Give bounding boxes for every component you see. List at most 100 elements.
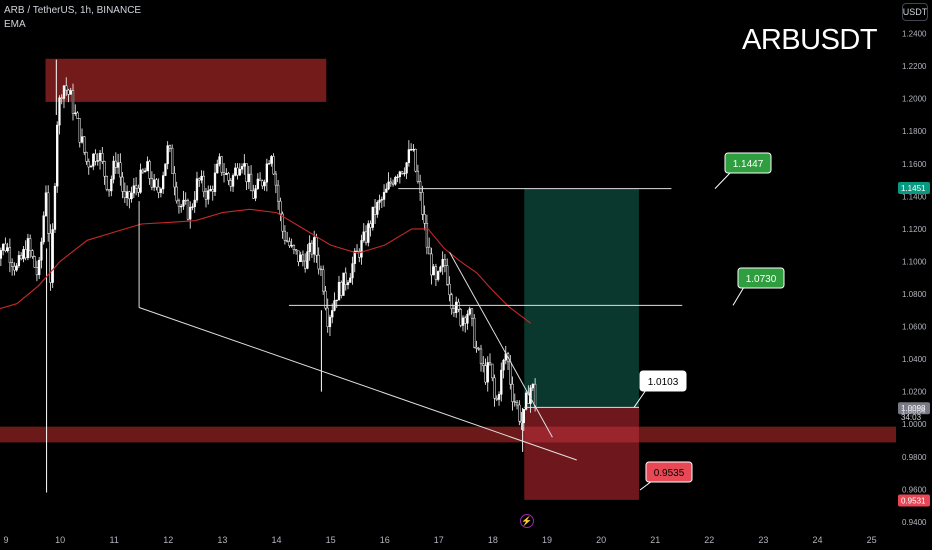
candle-body[interactable] [225, 173, 228, 175]
price-tag[interactable] [898, 402, 930, 415]
candle-body[interactable] [231, 175, 235, 187]
loss-zone[interactable] [524, 407, 639, 500]
candle-body[interactable] [220, 156, 223, 173]
candle-body[interactable] [74, 112, 77, 114]
candle-body[interactable] [42, 215, 45, 243]
candle-body[interactable] [416, 170, 420, 182]
candle-body[interactable] [180, 205, 183, 208]
candle-body[interactable] [279, 200, 282, 215]
candle-body[interactable] [531, 383, 534, 389]
candle-body[interactable] [204, 191, 208, 200]
candle-body[interactable] [245, 163, 248, 183]
candle-body[interactable] [49, 233, 52, 283]
candle-body[interactable] [85, 152, 88, 162]
candle-body[interactable] [371, 206, 374, 228]
candle-body[interactable] [69, 90, 72, 95]
candle-body[interactable] [229, 180, 232, 187]
candle-body[interactable] [173, 173, 176, 188]
candle-body[interactable] [342, 272, 345, 296]
candle-body[interactable] [470, 308, 474, 319]
candle-body[interactable] [157, 186, 160, 193]
candle-body[interactable] [31, 250, 34, 257]
time-axis[interactable] [0, 530, 932, 550]
candle-body[interactable] [152, 179, 156, 188]
candle-body[interactable] [355, 250, 359, 253]
candle-body[interactable] [110, 178, 113, 192]
price-tag[interactable] [898, 494, 930, 507]
candle-body[interactable] [94, 153, 97, 162]
candle-body[interactable] [468, 308, 471, 315]
candle-body[interactable] [166, 145, 169, 165]
candle-body[interactable] [254, 188, 257, 199]
candle-body[interactable] [439, 266, 442, 272]
candle-body[interactable] [29, 238, 32, 251]
candle-body[interactable] [500, 369, 503, 395]
candle-body[interactable] [243, 163, 246, 167]
candle-body[interactable] [319, 268, 323, 271]
candle-body[interactable] [281, 213, 284, 232]
candle-body[interactable] [295, 249, 298, 252]
candle-body[interactable] [367, 223, 370, 243]
candle-body[interactable] [434, 266, 438, 280]
candle-body[interactable] [423, 214, 426, 224]
candle-body[interactable] [67, 89, 70, 95]
candle-body[interactable] [389, 181, 392, 184]
candle-body[interactable] [0, 250, 3, 259]
candle-body[interactable] [213, 172, 217, 192]
candle-body[interactable] [191, 206, 194, 208]
candle-body[interactable] [493, 377, 496, 399]
candle-body[interactable] [17, 255, 21, 267]
candle-body[interactable] [502, 359, 505, 371]
candle-body[interactable] [322, 269, 325, 292]
candle-body[interactable] [186, 200, 190, 220]
candle-body[interactable] [207, 190, 210, 200]
candle-body[interactable] [369, 223, 372, 228]
candle-body[interactable] [346, 282, 350, 285]
candle-body[interactable] [533, 383, 537, 407]
candle-body[interactable] [234, 167, 237, 176]
candle-body[interactable] [119, 162, 122, 178]
candle-body[interactable] [515, 402, 519, 406]
candle-body[interactable] [360, 240, 363, 258]
candle-body[interactable] [373, 206, 377, 215]
candle-body[interactable] [315, 237, 318, 256]
candle-body[interactable] [137, 187, 140, 193]
candle-body[interactable] [114, 160, 117, 168]
candle-body[interactable] [409, 149, 413, 151]
candle-body[interactable] [177, 200, 181, 207]
candle-body[interactable] [116, 162, 120, 168]
candle-body[interactable] [182, 199, 185, 207]
candle-body[interactable] [398, 171, 401, 178]
annotation-box[interactable] [639, 370, 687, 392]
candle-body[interactable] [475, 346, 478, 349]
candle-body[interactable] [238, 168, 241, 176]
candle-body[interactable] [198, 178, 201, 181]
candle-body[interactable] [391, 182, 395, 185]
lightning-bolt-icon[interactable]: ⚡ [520, 514, 534, 528]
upper-wedge-line[interactable] [449, 252, 553, 438]
candle-body[interactable] [24, 249, 27, 259]
candle-body[interactable] [87, 161, 90, 168]
candle-body[interactable] [509, 361, 512, 385]
lower-wedge-line[interactable] [138, 307, 577, 461]
candle-body[interactable] [125, 191, 129, 199]
candle-body[interactable] [290, 245, 293, 247]
candle-body[interactable] [455, 301, 458, 314]
candle-body[interactable] [362, 231, 365, 241]
candle-body[interactable] [256, 178, 259, 189]
candle-body[interactable] [6, 247, 9, 251]
candle-body[interactable] [276, 184, 280, 202]
candle-body[interactable] [380, 199, 383, 201]
candle-body[interactable] [56, 124, 59, 187]
candle-body[interactable] [148, 161, 151, 179]
candle-body[interactable] [344, 272, 347, 285]
candle-body[interactable] [159, 188, 163, 193]
annotation-box[interactable] [724, 152, 772, 174]
candle-body[interactable] [364, 231, 368, 243]
candle-body[interactable] [51, 229, 54, 283]
candle-body[interactable] [378, 199, 381, 203]
candle-body[interactable] [283, 230, 287, 241]
candle-body[interactable] [78, 118, 81, 143]
price-axis[interactable] [896, 0, 932, 550]
